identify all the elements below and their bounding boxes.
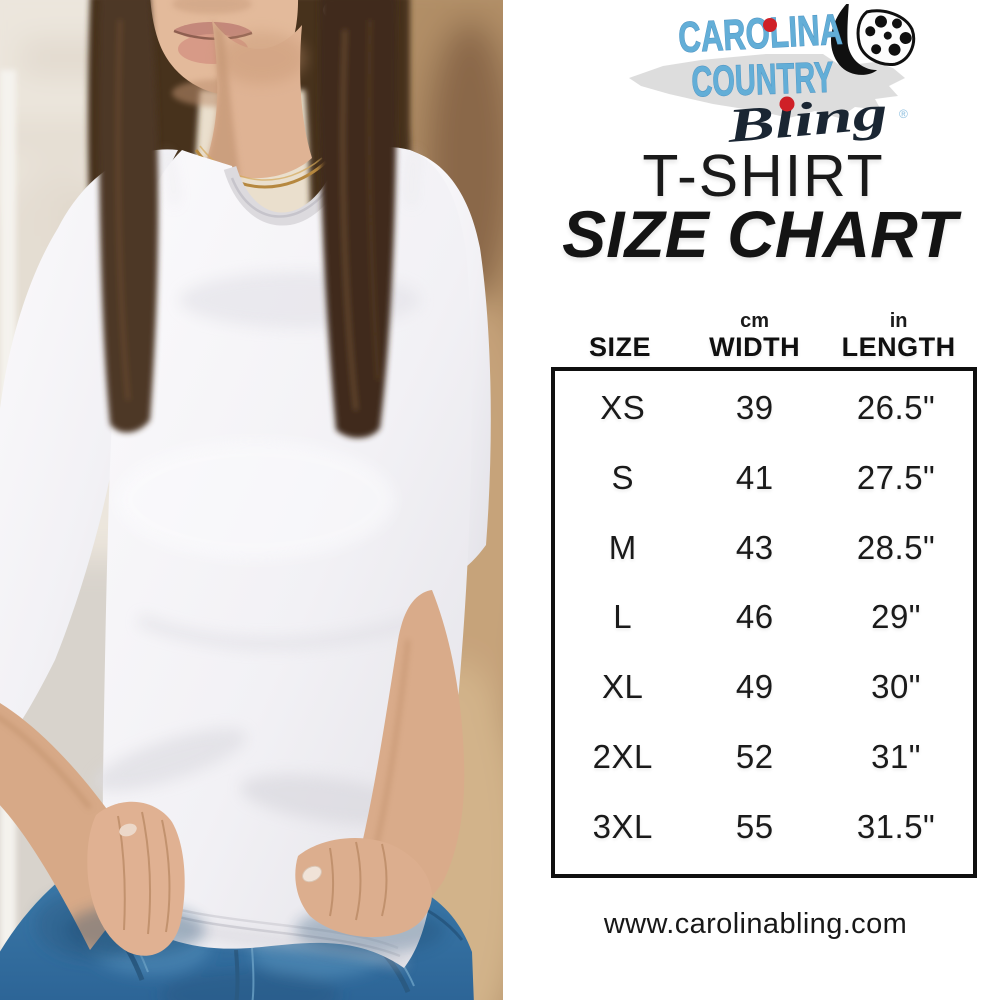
brand-logo: CAROLINA COUNTRY Bling ® <box>591 1 931 153</box>
size-value: XS <box>600 388 646 426</box>
length-value: 31" <box>871 738 922 776</box>
width-value: 41 <box>735 458 774 496</box>
fingernail <box>302 865 322 883</box>
neck <box>205 20 312 179</box>
model-photo <box>0 0 503 1000</box>
fingernail <box>119 823 137 837</box>
length-value: 28.5" <box>856 528 936 566</box>
left-hand <box>65 801 205 956</box>
size-value: L <box>613 598 633 636</box>
table-row: 3XL 55 31.5" <box>555 792 973 862</box>
page-title-line1: T-SHIRT <box>642 143 885 209</box>
length-value: 30" <box>871 668 922 706</box>
registered-mark: ® <box>899 107 908 121</box>
column-width: cm WIDTH <box>689 304 820 362</box>
size-value: 3XL <box>592 808 653 846</box>
width-value: 55 <box>735 808 774 846</box>
table-row: S 41 27.5" <box>555 443 973 513</box>
column-size-unit <box>551 310 689 332</box>
right-hand <box>295 838 445 954</box>
size-table: XS 39 26.5" S 41 27.5" M 43 28.5" L 46 <box>551 367 977 878</box>
column-size-label: SIZE <box>589 332 652 362</box>
hair-front <box>99 0 397 438</box>
length-value: 26.5" <box>856 388 936 426</box>
nc-state-silhouette-icon <box>629 54 905 118</box>
size-value: S <box>611 458 634 496</box>
width-value: 49 <box>735 668 774 706</box>
width-value: 52 <box>735 738 774 776</box>
table-row: M 43 28.5" <box>555 513 973 583</box>
table-row: L 46 29" <box>555 583 973 653</box>
page-title-line2: SIZE CHART <box>562 197 957 271</box>
size-value: 2XL <box>592 738 653 776</box>
size-chart-panel: CAROLINA COUNTRY Bling ® T-SHIRT SIZE CH… <box>503 0 1000 1000</box>
cowboy-hat-icon <box>831 1 916 75</box>
column-length-label: LENGTH <box>841 332 956 362</box>
ladybug-accent-icon <box>779 96 795 112</box>
website-url: www.carolinabling.com <box>603 908 908 940</box>
width-value: 46 <box>735 598 774 636</box>
length-value: 27.5" <box>856 458 936 496</box>
column-width-label: WIDTH <box>709 332 801 362</box>
column-size: SIZE <box>551 304 689 362</box>
column-length-unit: in <box>889 310 908 332</box>
logo-word-country: COUNTRY <box>691 54 835 107</box>
table-row: XL 49 30" <box>555 652 973 722</box>
table-row: 2XL 52 31" <box>555 722 973 792</box>
table-row: XS 39 26.5" <box>555 373 973 443</box>
length-value: 31.5" <box>856 808 936 846</box>
table-column-headers: SIZE cm WIDTH in LENGTH <box>551 304 977 362</box>
size-value: XL <box>602 668 644 706</box>
ladybug-accent-icon <box>763 18 777 32</box>
width-value: 43 <box>735 528 774 566</box>
column-length: in LENGTH <box>820 304 977 362</box>
column-width-unit: cm <box>740 310 770 332</box>
size-value: M <box>608 528 637 566</box>
logo-word-carolina: CAROLINA <box>677 6 843 63</box>
length-value: 29" <box>871 598 922 636</box>
width-value: 39 <box>735 388 774 426</box>
